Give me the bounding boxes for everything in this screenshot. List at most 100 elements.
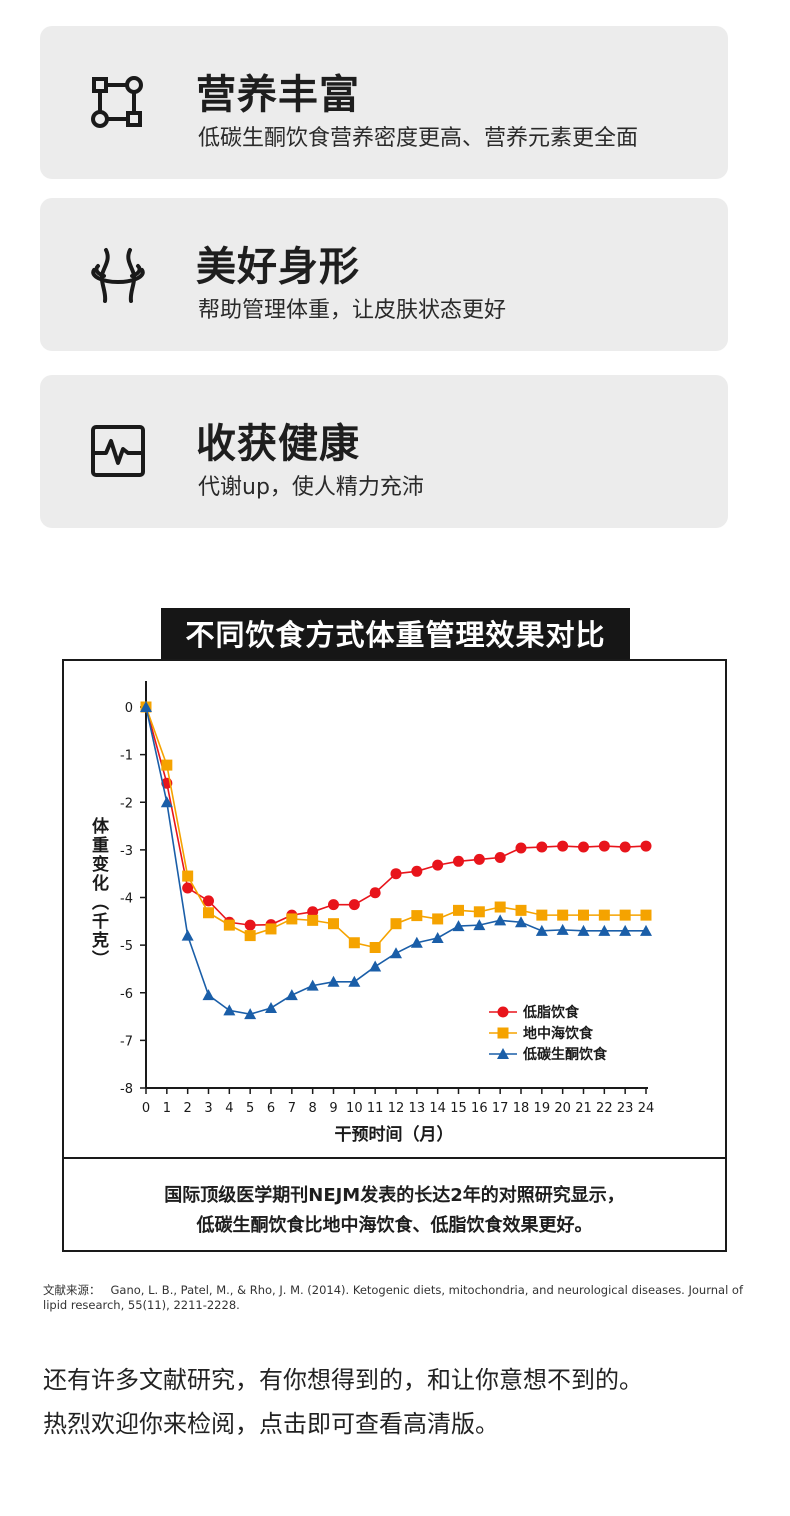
reference-label: 文献来源：	[43, 1283, 101, 1297]
data-point	[619, 909, 631, 921]
x-tick-label: 20	[554, 1101, 571, 1116]
y-tick-label: 0	[125, 701, 133, 716]
data-point	[557, 909, 569, 921]
reference-text: Gano, L. B., Patel, M., & Rho, J. M. (20…	[43, 1283, 744, 1312]
closing-text: 还有许多文献研究，有你想得到的，和让你意想不到的。 热烈欢迎你来检阅，点击即可查…	[43, 1358, 763, 1446]
chart-note: 国际顶级医学期刊NEJM发表的长达2年的对照研究显示， 低碳生酮饮食比地中海饮食…	[64, 1157, 725, 1252]
x-tick-label: 9	[329, 1101, 337, 1116]
data-point	[410, 936, 423, 948]
legend-marker	[497, 1048, 509, 1059]
data-point	[390, 868, 402, 880]
data-point	[286, 913, 298, 925]
y-tick-label: -8	[120, 1082, 133, 1097]
heartbeat-icon	[91, 425, 145, 477]
data-point	[348, 937, 360, 949]
data-point	[494, 914, 507, 926]
data-point	[535, 924, 548, 936]
y-tick-label: -2	[120, 796, 133, 811]
x-tick-label: 0	[142, 1101, 150, 1116]
data-point	[244, 919, 256, 931]
x-tick-label: 23	[617, 1101, 634, 1116]
data-point	[203, 895, 214, 907]
x-tick-label: 5	[246, 1101, 254, 1116]
nodes-icon	[91, 76, 143, 128]
data-point	[203, 907, 214, 919]
x-tick-label: 3	[204, 1101, 212, 1116]
data-point	[327, 975, 340, 987]
data-point	[390, 947, 402, 959]
data-point	[306, 979, 319, 991]
data-point	[494, 901, 506, 913]
data-point	[453, 855, 464, 867]
closing-line: 热烈欢迎你来检阅，点击即可查看高清版。	[43, 1410, 499, 1438]
card-subtitle: 低碳生酮饮食营养密度更高、营养元素更全面	[198, 126, 639, 151]
data-point	[161, 759, 173, 771]
x-tick-label: 15	[450, 1101, 467, 1116]
card-title: 营养丰富	[196, 72, 360, 118]
y-tick-label: -5	[120, 939, 133, 954]
data-point	[640, 840, 652, 852]
feature-card-nutrition: 营养丰富 低碳生酮饮食营养密度更高、营养元素更全面	[40, 26, 728, 179]
chart-note-line: 国际顶级医学期刊NEJM发表的长达2年的对照研究显示，	[164, 1185, 625, 1206]
closing-line: 还有许多文献研究，有你想得到的，和让你意想不到的。	[43, 1366, 643, 1394]
legend-label: 低碳生酮饮食	[522, 1046, 608, 1063]
series-line-2	[145, 706, 646, 949]
data-point	[265, 1001, 277, 1013]
data-point	[598, 909, 610, 921]
data-point	[369, 887, 381, 899]
data-point	[536, 841, 548, 853]
y-axis-label: 体重变化（千克）	[88, 816, 109, 969]
x-tick-label: 1	[163, 1101, 171, 1116]
data-point	[515, 904, 527, 916]
data-point	[285, 989, 298, 1001]
body-shape-icon	[91, 248, 145, 303]
data-point	[411, 910, 423, 922]
data-point	[598, 924, 611, 936]
card-title: 收获健康	[196, 421, 360, 467]
data-point	[577, 924, 590, 936]
data-point	[182, 882, 194, 894]
legend-label: 地中海饮食	[523, 1025, 594, 1042]
data-point	[328, 918, 339, 930]
y-tick-label: -4	[120, 892, 133, 907]
data-point	[223, 1004, 236, 1016]
y-tick-label: -3	[120, 844, 133, 859]
data-point	[348, 899, 360, 911]
data-point	[598, 840, 610, 852]
x-tick-label: 24	[638, 1101, 655, 1116]
x-tick-label: 13	[409, 1101, 426, 1116]
data-point	[432, 859, 444, 871]
series-line-1	[145, 706, 647, 926]
x-tick-label: 4	[225, 1101, 233, 1116]
data-point	[328, 899, 339, 911]
data-point	[307, 914, 319, 926]
data-point	[515, 842, 527, 854]
data-point	[265, 923, 277, 935]
data-point	[223, 919, 235, 931]
data-point	[578, 841, 589, 853]
data-point	[473, 919, 486, 931]
chart-title: 不同饮食方式体重管理效果对比	[161, 608, 630, 660]
card-title: 美好身形	[196, 244, 360, 290]
x-tick-label: 8	[309, 1101, 317, 1116]
data-point	[473, 906, 485, 918]
data-point	[181, 929, 194, 941]
legend-label: 低脂饮食	[522, 1004, 580, 1021]
data-point	[390, 918, 402, 930]
y-tick-label: -1	[120, 749, 133, 764]
x-tick-label: 11	[367, 1101, 384, 1116]
x-tick-label: 19	[534, 1101, 551, 1116]
data-point	[432, 913, 444, 925]
data-point	[202, 989, 215, 1001]
data-point	[307, 906, 319, 918]
data-point	[557, 840, 569, 852]
y-tick-label: -6	[120, 987, 133, 1002]
data-point	[244, 1008, 257, 1020]
data-point	[452, 920, 465, 932]
x-tick-label: 22	[596, 1101, 613, 1116]
feature-card-body: 美好身形 帮助管理体重，让皮肤状态更好	[40, 198, 728, 351]
x-tick-label: 21	[575, 1101, 592, 1116]
data-point	[619, 924, 632, 936]
data-point	[411, 865, 423, 877]
data-point	[369, 942, 381, 954]
